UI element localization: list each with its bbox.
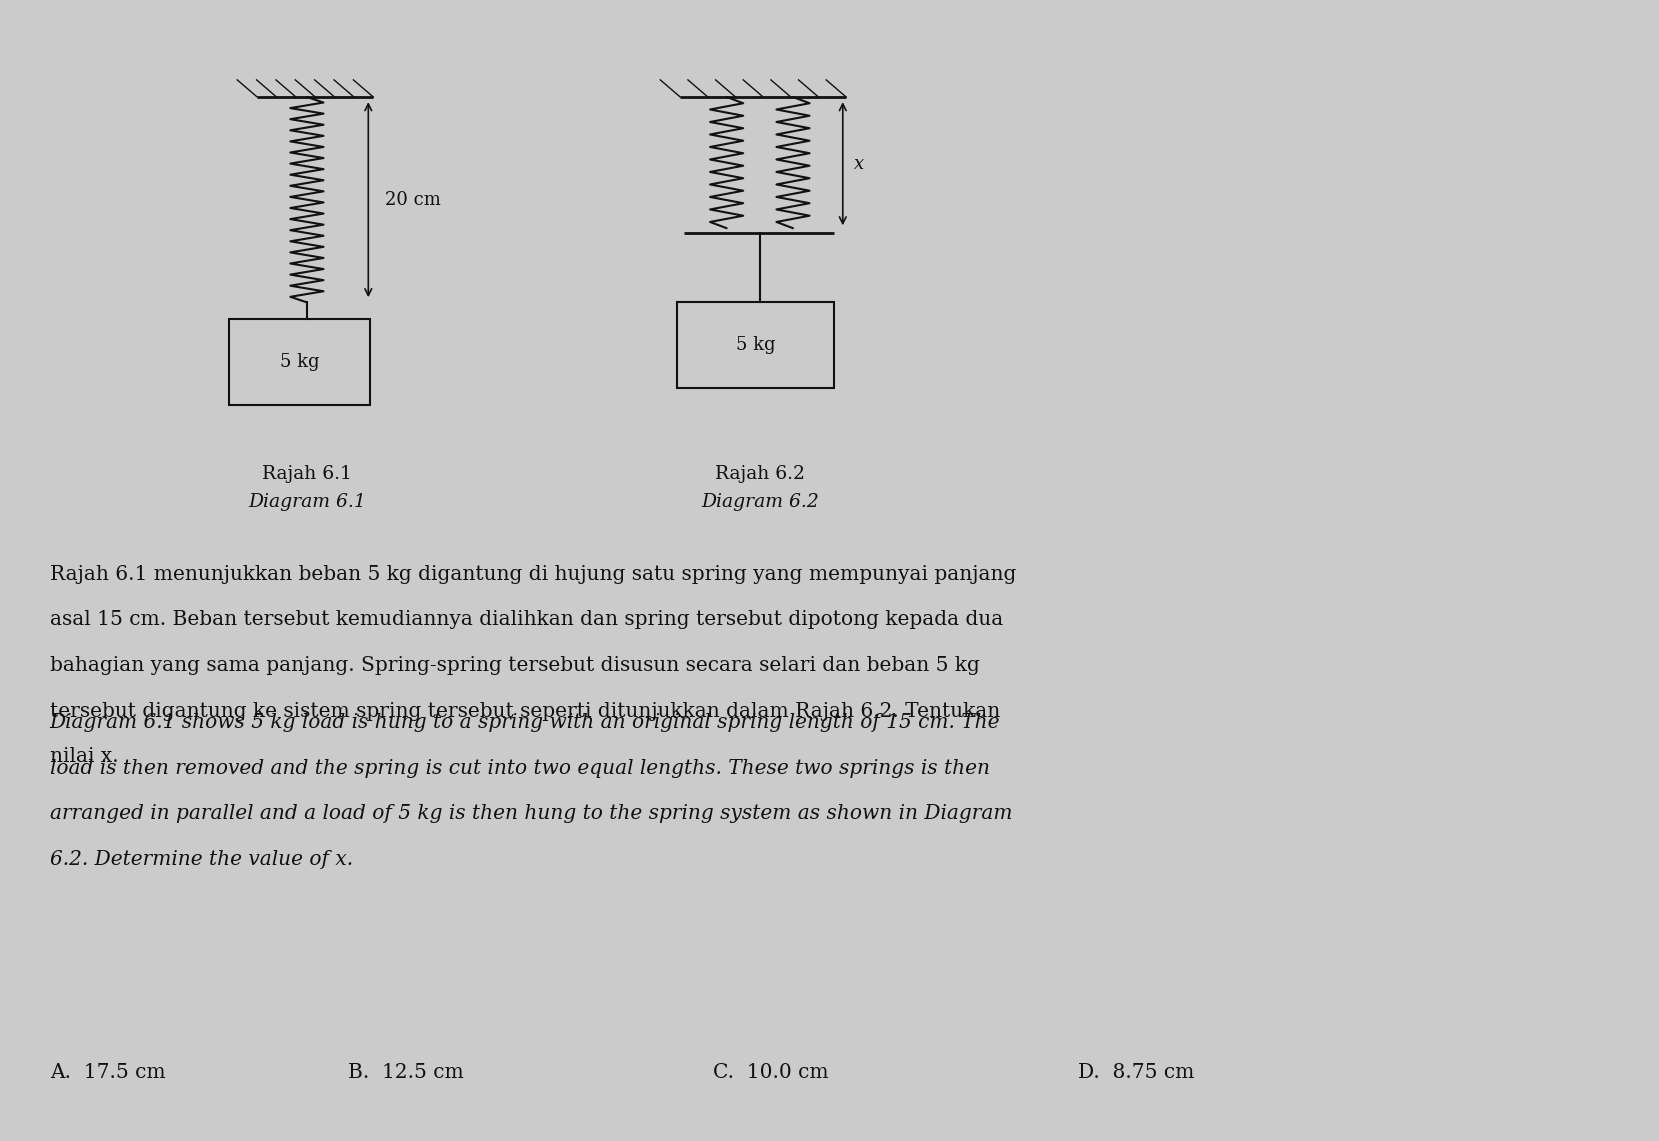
Text: Diagram 6.2: Diagram 6.2 (702, 493, 818, 511)
Bar (229, 319, 370, 405)
Text: load is then removed and the spring is cut into two equal lengths. These two spr: load is then removed and the spring is c… (50, 759, 990, 778)
Text: asal 15 cm. Beban tersebut kemudiannya dialihkan dan spring tersebut dipotong ke: asal 15 cm. Beban tersebut kemudiannya d… (50, 610, 1004, 630)
Text: Diagram 6.1: Diagram 6.1 (249, 493, 365, 511)
Text: 5 kg: 5 kg (737, 337, 775, 354)
Text: x: x (854, 155, 864, 173)
Text: bahagian yang sama panjang. Spring-spring tersebut disusun secara selari dan beb: bahagian yang sama panjang. Spring-sprin… (50, 656, 980, 675)
Text: A.  17.5 cm: A. 17.5 cm (50, 1063, 166, 1082)
Text: Rajah 6.1 menunjukkan beban 5 kg digantung di hujung satu spring yang mempunyai : Rajah 6.1 menunjukkan beban 5 kg digantu… (50, 565, 1017, 584)
Bar (677, 302, 834, 388)
Text: Rajah 6.1: Rajah 6.1 (262, 464, 352, 483)
Text: 20 cm: 20 cm (385, 191, 441, 209)
Text: nilai x.: nilai x. (50, 747, 118, 767)
Text: B.  12.5 cm: B. 12.5 cm (348, 1063, 465, 1082)
Text: Rajah 6.2: Rajah 6.2 (715, 464, 805, 483)
Text: C.  10.0 cm: C. 10.0 cm (713, 1063, 830, 1082)
Text: 5 kg: 5 kg (280, 354, 319, 371)
Text: Diagram 6.1 shows 5 kg load is hung to a spring with an original spring length o: Diagram 6.1 shows 5 kg load is hung to a… (50, 713, 1000, 733)
Text: tersebut digantung ke sistem spring tersebut seperti ditunjukkan dalam Rajah 6.2: tersebut digantung ke sistem spring ters… (50, 702, 1000, 721)
Text: arranged in parallel and a load of 5 kg is then hung to the spring system as sho: arranged in parallel and a load of 5 kg … (50, 804, 1012, 824)
Text: D.  8.75 cm: D. 8.75 cm (1078, 1063, 1194, 1082)
Text: 6.2. Determine the value of x.: 6.2. Determine the value of x. (50, 850, 353, 869)
